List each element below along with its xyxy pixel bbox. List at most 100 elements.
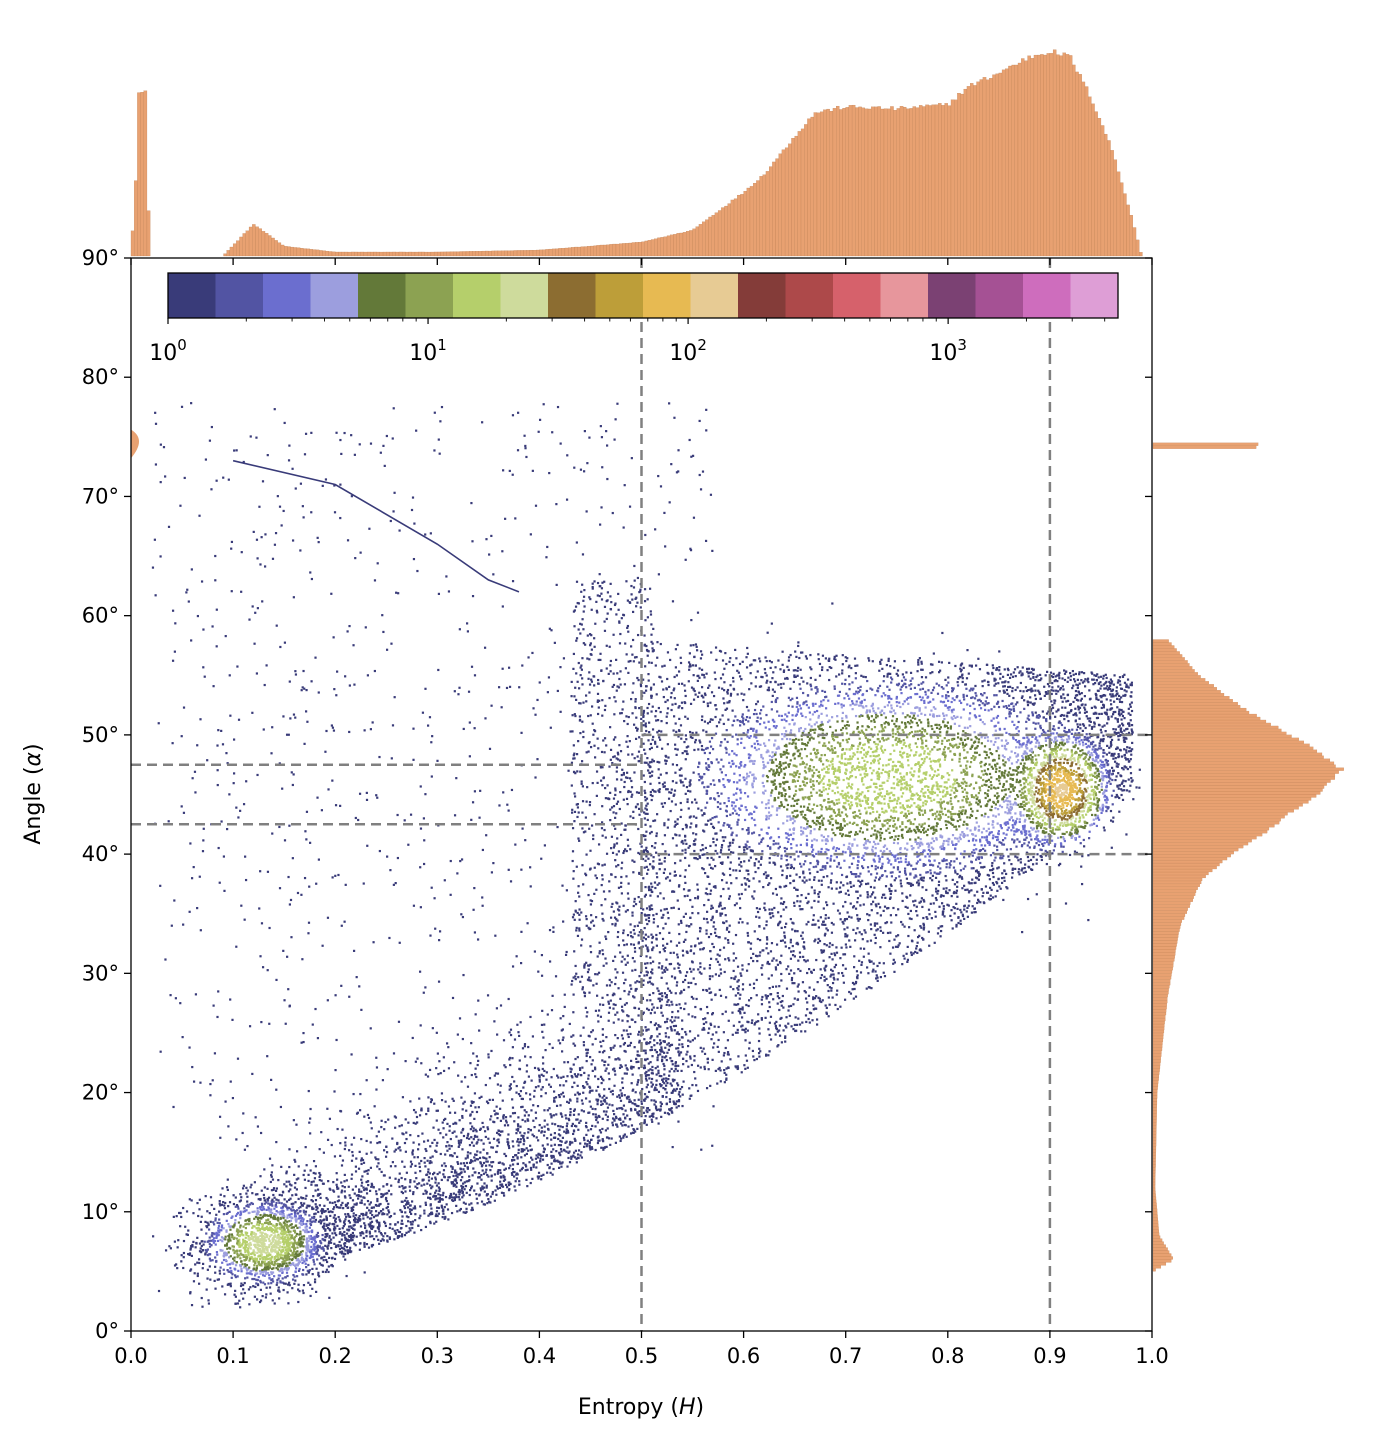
- density-point: [570, 1074, 573, 1078]
- density-point: [292, 1273, 295, 1277]
- density-point: [271, 1198, 274, 1201]
- density-point: [292, 1246, 295, 1249]
- density-point: [252, 1225, 255, 1228]
- marginal-x-bar: [820, 111, 824, 257]
- density-point: [440, 1164, 444, 1167]
- density-point: [327, 1265, 330, 1268]
- density-point: [620, 892, 623, 895]
- density-point: [251, 1210, 254, 1214]
- density-point: [992, 786, 996, 789]
- density-point: [236, 1275, 239, 1278]
- marginal-y-bar: [1152, 749, 1318, 753]
- density-point: [416, 1156, 419, 1159]
- marginal-y-bar: [1152, 1011, 1167, 1016]
- density-point: [295, 1234, 298, 1238]
- density-point: [272, 1245, 275, 1248]
- density-point: [901, 923, 904, 926]
- density-point: [212, 1221, 215, 1224]
- density-point: [529, 1166, 533, 1170]
- density-point: [236, 1302, 240, 1305]
- density-point: [430, 1161, 433, 1164]
- density-point: [257, 1262, 261, 1265]
- density-point: [227, 1251, 230, 1254]
- density-point: [279, 1217, 282, 1220]
- density-point: [249, 1257, 252, 1260]
- marginal-y-bar: [1152, 1041, 1163, 1045]
- density-point: [389, 1165, 393, 1168]
- density-point: [445, 1133, 448, 1136]
- density-point: [263, 1263, 266, 1266]
- density-point: [347, 1212, 350, 1216]
- density-point: [209, 1259, 212, 1262]
- marginal-y-bar: [1152, 904, 1190, 908]
- density-point: [408, 1189, 412, 1192]
- density-point: [603, 1094, 606, 1097]
- density-point: [575, 1125, 578, 1128]
- density-point: [214, 1219, 217, 1222]
- density-point: [202, 1262, 205, 1266]
- density-point: [676, 962, 680, 965]
- density-point: [284, 1246, 287, 1249]
- density-point: [452, 1192, 455, 1195]
- marginal-x-bar: [903, 106, 907, 257]
- density-point: [278, 1297, 281, 1300]
- density-point: [561, 1115, 564, 1118]
- density-point: [287, 1302, 290, 1305]
- density-point: [235, 1250, 239, 1253]
- density-point: [233, 1223, 236, 1226]
- density-point: [354, 1170, 358, 1173]
- density-point: [443, 1205, 446, 1209]
- density-point: [293, 1282, 296, 1285]
- density-point: [717, 686, 721, 689]
- density-point: [266, 1234, 269, 1237]
- density-point: [462, 1182, 465, 1185]
- density-point: [338, 1232, 341, 1235]
- density-point: [299, 1206, 302, 1209]
- density-point: [539, 1159, 542, 1162]
- density-point: [257, 1241, 261, 1244]
- density-point: [460, 1139, 463, 1142]
- density-point: [271, 1255, 274, 1258]
- density-point: [581, 1066, 584, 1069]
- density-point: [263, 1232, 267, 1235]
- marginal-x-bar: [950, 99, 955, 257]
- marginal-x-bar: [325, 250, 329, 257]
- density-point: [282, 1250, 285, 1253]
- density-point: [629, 1066, 633, 1069]
- density-point: [306, 1269, 309, 1272]
- density-point: [261, 1260, 264, 1263]
- density-point: [280, 1250, 283, 1253]
- density-point: [645, 974, 649, 977]
- density-point: [458, 1190, 461, 1193]
- density-point: [874, 716, 878, 719]
- marginal-y-bar: [1152, 1125, 1157, 1129]
- density-point: [414, 1207, 417, 1210]
- density-point: [462, 1168, 465, 1171]
- density-point: [537, 1175, 541, 1178]
- density-point: [312, 1238, 315, 1241]
- density-point: [226, 1283, 229, 1286]
- density-point: [323, 1255, 326, 1258]
- density-point: [383, 1212, 386, 1216]
- density-point: [244, 1249, 247, 1252]
- density-point: [401, 1222, 404, 1226]
- density-point: [218, 1231, 221, 1234]
- marginal-y-bar: [1152, 943, 1177, 947]
- density-point: [636, 980, 639, 983]
- density-point: [401, 1191, 405, 1195]
- density-point: [208, 1253, 211, 1256]
- marginal-y-bar: [1152, 1259, 1172, 1263]
- density-point: [427, 1214, 430, 1217]
- density-point: [661, 1058, 664, 1061]
- density-point: [455, 1135, 458, 1138]
- density-point: [622, 1029, 625, 1032]
- density-point: [623, 1094, 626, 1097]
- density-point: [737, 857, 741, 860]
- density-point: [318, 1175, 321, 1179]
- density-point: [305, 1222, 308, 1226]
- marginal-y-bar: [1152, 1035, 1164, 1040]
- density-point: [307, 1263, 310, 1267]
- marginal-x-bar: [590, 245, 594, 257]
- density-point: [603, 1049, 606, 1053]
- density-point: [922, 923, 926, 927]
